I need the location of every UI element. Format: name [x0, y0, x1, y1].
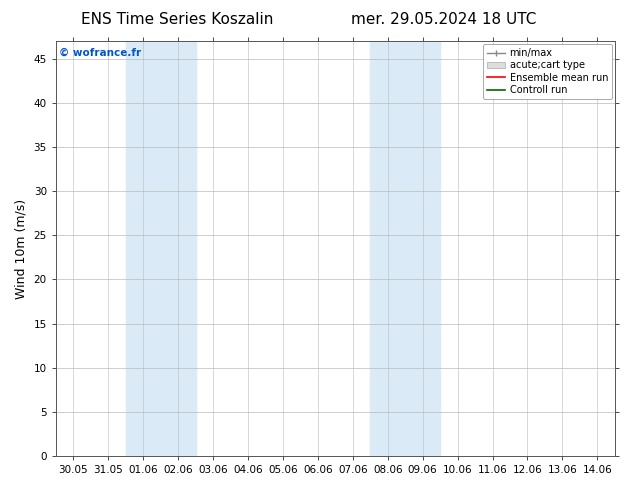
Bar [126, 41, 195, 456]
Text: © wofrance.fr: © wofrance.fr [58, 48, 141, 57]
Text: mer. 29.05.2024 18 UTC: mer. 29.05.2024 18 UTC [351, 12, 536, 27]
Bar [370, 41, 440, 456]
Legend: min/max, acute;cart type, Ensemble mean run, Controll run: min/max, acute;cart type, Ensemble mean … [483, 44, 612, 99]
Text: ENS Time Series Koszalin: ENS Time Series Koszalin [81, 12, 274, 27]
Y-axis label: Wind 10m (m/s): Wind 10m (m/s) [15, 198, 28, 299]
